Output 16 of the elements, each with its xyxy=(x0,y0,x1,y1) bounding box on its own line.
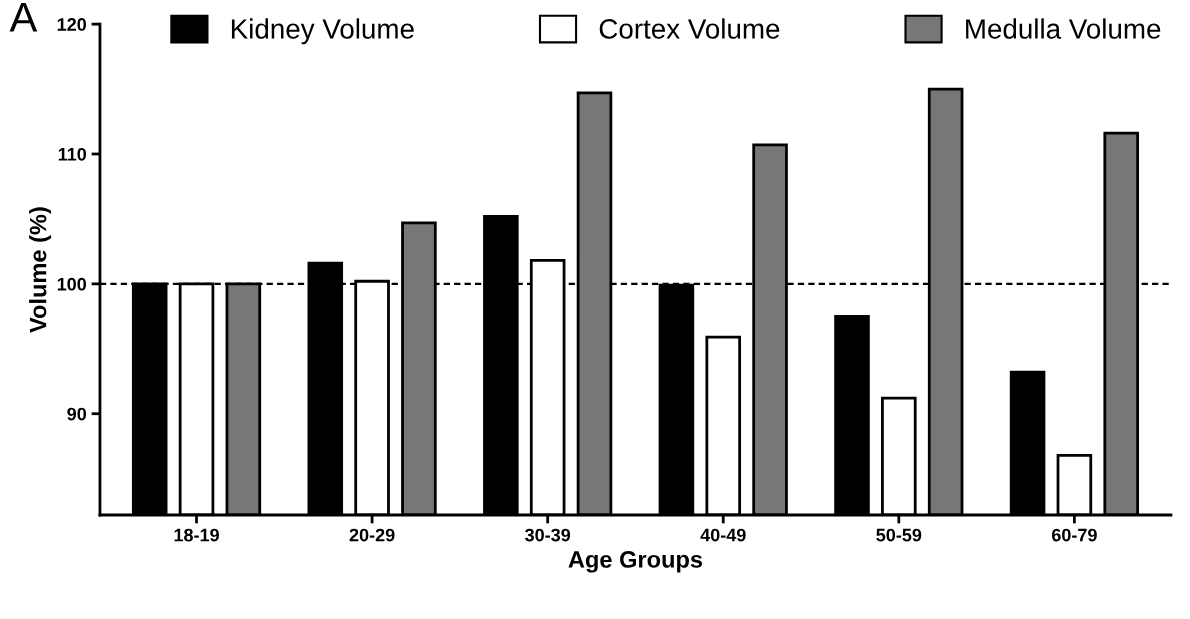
y-tick-label: 120 xyxy=(57,18,87,31)
legend-label: Kidney Volume xyxy=(231,18,414,45)
x-tick-label: 50-59 xyxy=(876,528,922,542)
y-tick-label: 90 xyxy=(67,407,87,421)
y-tick-label: 110 xyxy=(58,147,87,161)
legend-label: Medulla Volume xyxy=(966,18,1161,39)
x-axis-title: Age Groups xyxy=(568,551,703,573)
x-tick-label: 60-79 xyxy=(1051,528,1097,542)
x-tick-label: 18-19 xyxy=(174,528,219,542)
x-tick-label: 30-39 xyxy=(525,528,571,542)
x-tick-label: 40-49 xyxy=(700,528,746,542)
y-axis-title: Volume (%) xyxy=(29,207,52,333)
y-tick-label: 100 xyxy=(57,277,87,291)
text: A xyxy=(9,2,38,32)
x-tick-label: 20-29 xyxy=(349,528,395,542)
legend-label: Cortex Volume xyxy=(599,18,780,39)
